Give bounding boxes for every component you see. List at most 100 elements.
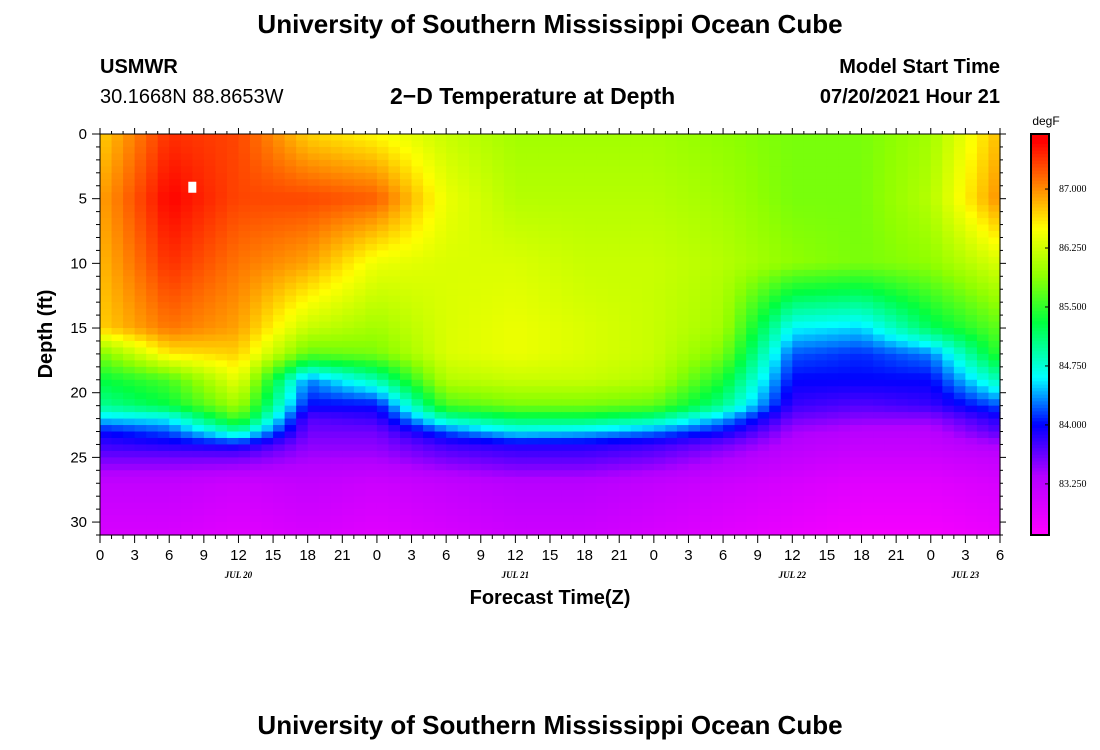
heatmap-cell — [330, 528, 343, 536]
heatmap-cell — [423, 470, 436, 478]
heatmap-cell — [457, 405, 470, 413]
heatmap-cell — [215, 509, 228, 517]
heatmap-cell — [630, 134, 643, 142]
heatmap-cell — [769, 399, 782, 407]
heatmap-cell — [988, 463, 1001, 471]
heatmap-cell — [469, 282, 482, 290]
heatmap-cell — [850, 192, 863, 200]
heatmap-cell — [319, 263, 332, 271]
heatmap-cell — [180, 134, 193, 142]
heatmap-cell — [238, 418, 251, 426]
heatmap-cell — [446, 315, 459, 323]
heatmap-cell — [976, 159, 990, 167]
heatmap-cell — [700, 509, 713, 517]
heatmap-cell — [411, 366, 424, 374]
heatmap-cell — [746, 321, 759, 329]
heatmap-cell — [411, 353, 424, 361]
heatmap-cell — [365, 399, 378, 407]
heatmap-cell — [503, 366, 516, 374]
heatmap-cell — [446, 321, 459, 329]
heatmap-cell — [480, 205, 493, 213]
heatmap-cell — [238, 282, 251, 290]
heatmap-cell — [792, 489, 805, 497]
heatmap-cell — [826, 418, 840, 426]
heatmap-cell — [919, 470, 932, 478]
heatmap-cell — [296, 237, 309, 245]
page-title: University of Southern Mississippi Ocean… — [257, 9, 843, 39]
heatmap-cell — [700, 211, 713, 219]
heatmap-cell — [111, 444, 124, 452]
heatmap-cell — [330, 450, 343, 458]
heatmap-cell — [157, 457, 170, 465]
heatmap-cell — [376, 185, 390, 193]
heatmap-cell — [907, 340, 920, 349]
heatmap-cell — [226, 522, 240, 530]
heatmap-cell — [688, 166, 701, 174]
heatmap-cell — [111, 192, 124, 200]
heatmap-cell — [215, 502, 228, 510]
heatmap-cell — [769, 334, 782, 342]
heatmap-cell — [457, 256, 470, 264]
heatmap-cell — [123, 502, 136, 510]
heatmap-cell — [976, 366, 990, 374]
heatmap-cell — [861, 379, 874, 387]
heatmap-cell — [561, 237, 574, 245]
heatmap-cell — [388, 218, 401, 226]
heatmap-cell — [526, 418, 540, 426]
heatmap-cell — [919, 282, 932, 290]
heatmap-cell — [850, 256, 863, 264]
heatmap-cell — [826, 282, 840, 290]
heatmap-cell — [180, 166, 193, 174]
heatmap-cell — [100, 302, 113, 310]
heatmap-cell — [526, 295, 540, 303]
heatmap-cell — [250, 412, 263, 420]
heatmap-cell — [861, 418, 874, 426]
heatmap-cell — [203, 308, 216, 316]
heatmap-cell — [203, 289, 216, 297]
heatmap-cell — [273, 392, 286, 400]
heatmap-cell — [792, 243, 805, 252]
heatmap-cell — [411, 276, 424, 284]
heatmap-cell — [480, 360, 493, 368]
heatmap-cell — [134, 276, 147, 284]
heatmap-cell — [884, 412, 897, 420]
heatmap-cell — [930, 412, 943, 420]
heatmap-cell — [503, 496, 516, 504]
heatmap-cell — [584, 328, 597, 336]
heatmap-cell — [457, 211, 470, 219]
heatmap-cell — [157, 528, 170, 536]
heatmap-cell — [192, 360, 205, 368]
heatmap-cell — [884, 134, 897, 142]
heatmap-cell — [111, 328, 124, 336]
heatmap-cell — [469, 476, 482, 484]
heatmap-cell — [642, 463, 655, 471]
heatmap-cell — [746, 399, 759, 407]
heatmap-cell — [503, 263, 516, 271]
heatmap-cell — [342, 470, 355, 478]
heatmap-cell — [676, 263, 690, 271]
heatmap-cell — [988, 282, 1001, 290]
heatmap-cell — [469, 211, 482, 219]
heatmap-cell — [169, 489, 182, 497]
heatmap-cell — [123, 256, 136, 264]
heatmap-cell — [815, 437, 828, 446]
heatmap-cell — [388, 515, 401, 523]
heatmap-cell — [111, 496, 124, 504]
heatmap-cell — [850, 269, 863, 277]
heatmap-cell — [480, 159, 493, 167]
heatmap-cell — [550, 347, 563, 355]
heatmap-cell — [261, 231, 274, 239]
heatmap-cell — [665, 412, 678, 420]
heatmap-cell — [192, 134, 205, 142]
heatmap-cell — [769, 328, 782, 336]
heatmap-cell — [250, 295, 263, 303]
heatmap-cell — [342, 282, 355, 290]
heatmap-cell — [942, 263, 955, 271]
heatmap-cell — [503, 276, 516, 284]
heatmap-cell — [157, 418, 170, 426]
heatmap-cell — [619, 308, 632, 316]
heatmap-cell — [607, 289, 620, 297]
heatmap-cell — [342, 502, 355, 510]
heatmap-cell — [884, 437, 897, 446]
heatmap-cell — [619, 334, 632, 342]
